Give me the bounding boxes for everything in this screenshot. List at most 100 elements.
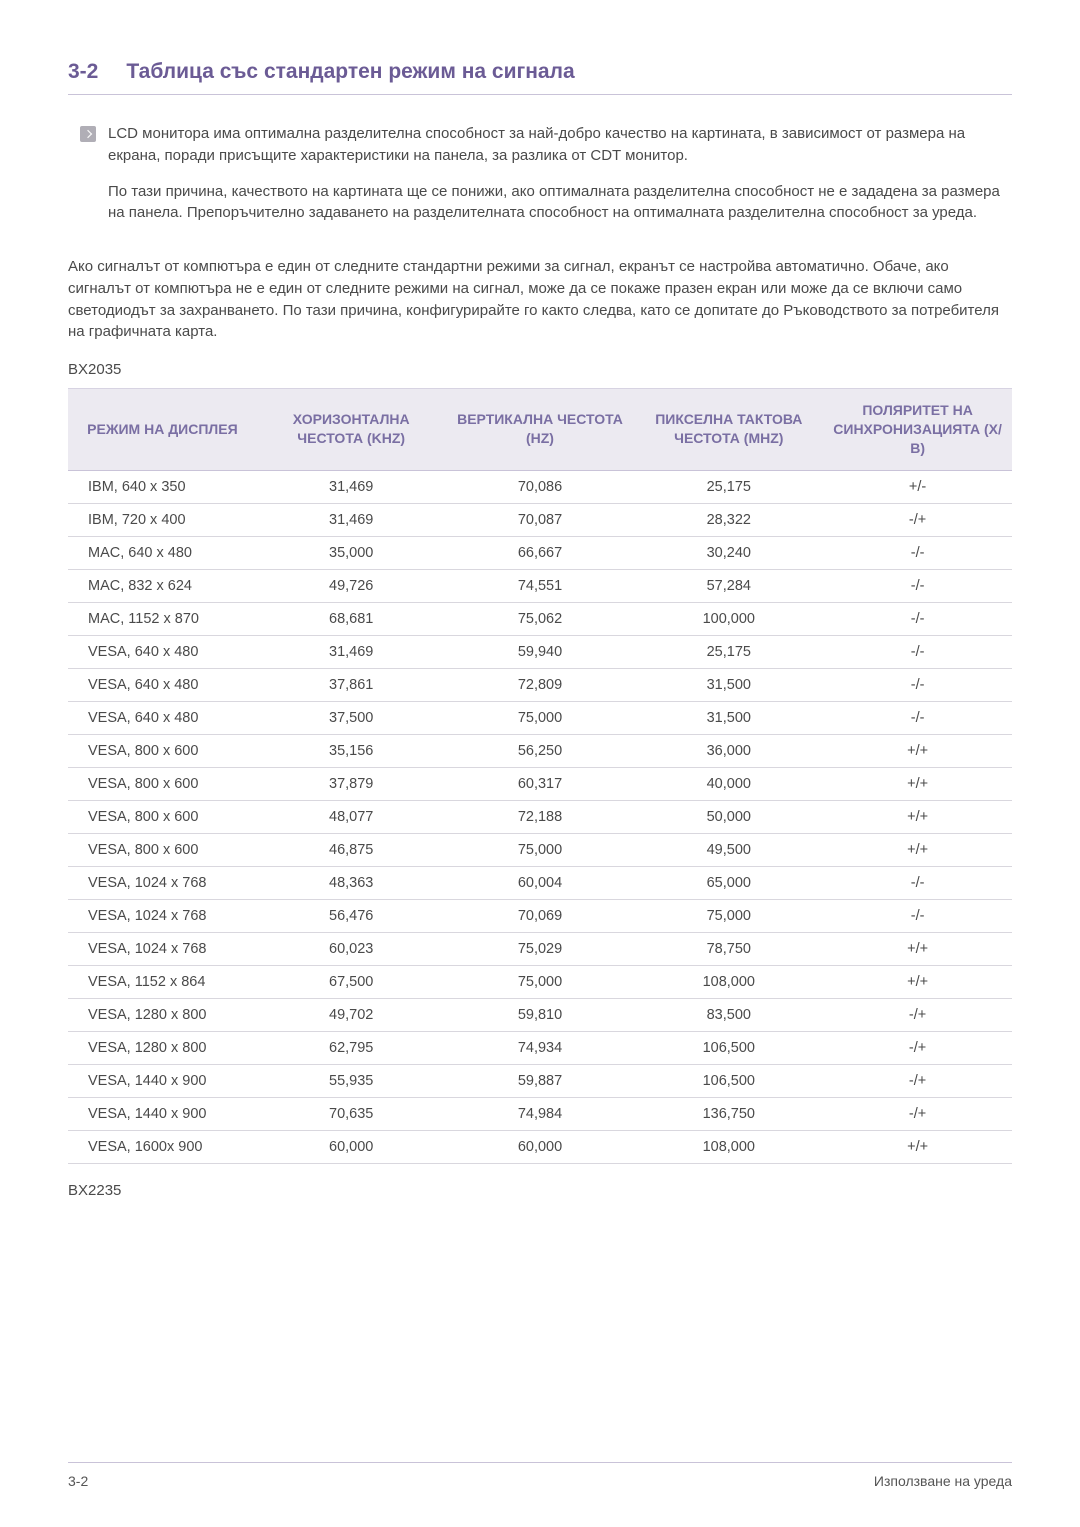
table-cell: 106,500: [634, 1031, 823, 1064]
table-cell: 60,000: [446, 1130, 635, 1163]
table-cell: MAC, 1152 x 870: [68, 602, 257, 635]
table-row: VESA, 640 x 48037,50075,00031,500-/-: [68, 701, 1012, 734]
table-cell: 75,000: [634, 899, 823, 932]
table-cell: 48,077: [257, 800, 446, 833]
table-cell: 60,317: [446, 767, 635, 800]
table-cell: VESA, 1440 x 900: [68, 1097, 257, 1130]
table-cell: 60,000: [257, 1130, 446, 1163]
table-cell: +/+: [823, 1130, 1012, 1163]
section-heading: 3-2 Таблица със стандартен режим на сигн…: [68, 60, 1012, 95]
table-cell: 78,750: [634, 932, 823, 965]
table-cell: VESA, 640 x 480: [68, 635, 257, 668]
body-paragraph: Ако сигналът от компютъра е един от след…: [68, 256, 1012, 343]
table-cell: 30,240: [634, 536, 823, 569]
table-row: MAC, 832 x 62449,72674,55157,284-/-: [68, 569, 1012, 602]
table-cell: 108,000: [634, 965, 823, 998]
table-row: IBM, 640 x 35031,46970,08625,175+/-: [68, 470, 1012, 503]
note-block: LCD монитора има оптимална разделителна …: [80, 123, 1012, 238]
table-row: MAC, 640 x 48035,00066,66730,240-/-: [68, 536, 1012, 569]
table-cell: VESA, 1024 x 768: [68, 866, 257, 899]
table-cell: 59,810: [446, 998, 635, 1031]
footer-left: 3-2: [68, 1473, 88, 1489]
table-cell: 66,667: [446, 536, 635, 569]
table-cell: MAC, 640 x 480: [68, 536, 257, 569]
table-cell: 75,029: [446, 932, 635, 965]
table-cell: MAC, 832 x 624: [68, 569, 257, 602]
table-cell: +/+: [823, 833, 1012, 866]
table-cell: 37,879: [257, 767, 446, 800]
table-cell: 74,984: [446, 1097, 635, 1130]
table-cell: 31,469: [257, 635, 446, 668]
table-row: VESA, 1024 x 76860,02375,02978,750+/+: [68, 932, 1012, 965]
table-cell: 31,469: [257, 503, 446, 536]
table-cell: -/-: [823, 899, 1012, 932]
table-cell: 25,175: [634, 470, 823, 503]
table-row: MAC, 1152 x 87068,68175,062100,000-/-: [68, 602, 1012, 635]
table-cell: IBM, 720 x 400: [68, 503, 257, 536]
col-header-hfreq: ХОРИЗОНТАЛНА ЧЕСТОТА (KHZ): [257, 389, 446, 471]
note-icon: [80, 126, 96, 142]
table-row: VESA, 1600x 90060,00060,000108,000+/+: [68, 1130, 1012, 1163]
table-row: VESA, 1440 x 90070,63574,984136,750-/+: [68, 1097, 1012, 1130]
table-cell: 65,000: [634, 866, 823, 899]
table-cell: 74,934: [446, 1031, 635, 1064]
table-cell: 55,935: [257, 1064, 446, 1097]
table-cell: 48,363: [257, 866, 446, 899]
table-cell: +/+: [823, 734, 1012, 767]
table-cell: -/-: [823, 668, 1012, 701]
table-row: VESA, 1280 x 80049,70259,81083,500-/+: [68, 998, 1012, 1031]
table-cell: 70,086: [446, 470, 635, 503]
table-cell: 108,000: [634, 1130, 823, 1163]
section-title-text: Таблица със стандартен режим на сигнала: [126, 60, 574, 84]
table-cell: 70,087: [446, 503, 635, 536]
table-cell: 36,000: [634, 734, 823, 767]
table-cell: +/+: [823, 932, 1012, 965]
table-cell: 35,000: [257, 536, 446, 569]
table-cell: 75,062: [446, 602, 635, 635]
table-cell: 49,500: [634, 833, 823, 866]
table-cell: 46,875: [257, 833, 446, 866]
table-cell: 31,500: [634, 701, 823, 734]
table-cell: 74,551: [446, 569, 635, 602]
table-cell: 75,000: [446, 965, 635, 998]
model-label: BX2035: [68, 361, 1012, 378]
table-cell: 49,726: [257, 569, 446, 602]
col-header-pixclock: ПИКСЕЛНА ТАКТОВА ЧЕСТОТА (MHZ): [634, 389, 823, 471]
table-cell: -/-: [823, 701, 1012, 734]
table-cell: -/-: [823, 536, 1012, 569]
table-row: VESA, 1440 x 90055,93559,887106,500-/+: [68, 1064, 1012, 1097]
footer-right: Използване на уреда: [874, 1473, 1012, 1489]
table-cell: 59,887: [446, 1064, 635, 1097]
table-cell: 70,069: [446, 899, 635, 932]
model-label: BX2235: [68, 1182, 1012, 1199]
table-cell: 60,004: [446, 866, 635, 899]
table-cell: 72,809: [446, 668, 635, 701]
table-cell: VESA, 800 x 600: [68, 833, 257, 866]
col-header-polarity: ПОЛЯРИТЕТ НА СИНХРОНИЗАЦИЯТА (Х/В): [823, 389, 1012, 471]
table-cell: +/+: [823, 965, 1012, 998]
table-cell: 72,188: [446, 800, 635, 833]
table-row: VESA, 800 x 60037,87960,31740,000+/+: [68, 767, 1012, 800]
table-row: VESA, 1024 x 76848,36360,00465,000-/-: [68, 866, 1012, 899]
table-cell: 57,284: [634, 569, 823, 602]
table-cell: +/+: [823, 800, 1012, 833]
table-cell: VESA, 640 x 480: [68, 701, 257, 734]
section-number: 3-2: [68, 60, 98, 84]
table-cell: 67,500: [257, 965, 446, 998]
col-header-vfreq: ВЕРТИКАЛНА ЧЕСТОТА (HZ): [446, 389, 635, 471]
page-footer: 3-2 Използване на уреда: [68, 1462, 1012, 1489]
table-cell: IBM, 640 x 350: [68, 470, 257, 503]
table-cell: -/+: [823, 503, 1012, 536]
table-cell: 75,000: [446, 701, 635, 734]
table-cell: 56,250: [446, 734, 635, 767]
table-row: VESA, 1024 x 76856,47670,06975,000-/-: [68, 899, 1012, 932]
table-cell: 35,156: [257, 734, 446, 767]
table-cell: VESA, 800 x 600: [68, 767, 257, 800]
table-cell: -/-: [823, 602, 1012, 635]
table-cell: 60,023: [257, 932, 446, 965]
table-cell: -/-: [823, 635, 1012, 668]
table-cell: 40,000: [634, 767, 823, 800]
note-text: LCD монитора има оптимална разделителна …: [108, 123, 1012, 238]
table-cell: -/+: [823, 1064, 1012, 1097]
table-row: VESA, 1280 x 80062,79574,934106,500-/+: [68, 1031, 1012, 1064]
